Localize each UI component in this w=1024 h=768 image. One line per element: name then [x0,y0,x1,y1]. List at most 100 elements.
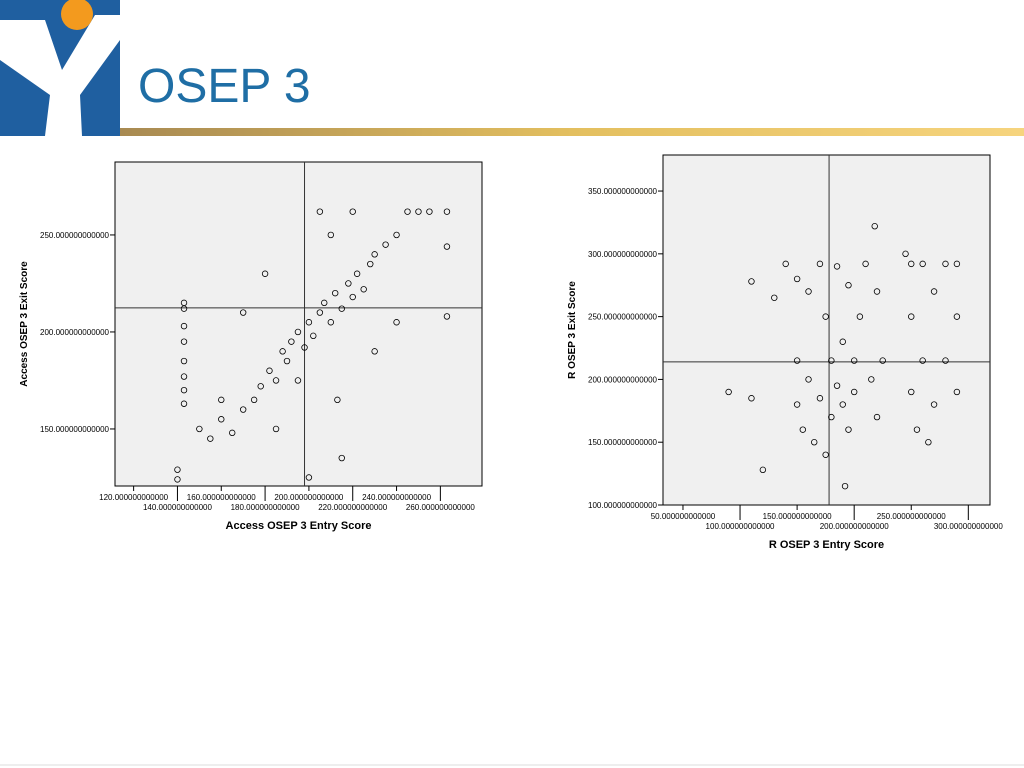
point [316,208,324,215]
point [415,208,422,215]
point [239,309,247,316]
point [793,357,801,364]
point [305,474,313,481]
point [833,263,841,270]
point [250,396,258,404]
y-tick-label: 250.000000000000 [40,231,110,240]
point [930,401,938,408]
point [793,275,801,283]
point [272,425,280,433]
point [338,454,345,462]
y-tick-label: 150.000000000000 [588,438,658,447]
point [822,313,829,320]
point [180,357,188,365]
point [862,260,869,268]
point [913,426,921,433]
point [257,383,264,390]
point [845,426,852,433]
point [908,388,915,396]
point [805,288,812,295]
point [272,377,280,384]
point [725,388,732,396]
point [816,260,824,268]
point [266,367,273,374]
x-tick-label: 300.000000000000 [934,522,1004,531]
x-tick-label: 140.000000000000 [143,503,213,512]
point [759,466,767,474]
point [180,322,188,330]
point [873,413,881,421]
y-axis-label: R OSEP 3 Exit Score [567,281,578,379]
plot-area [662,154,991,506]
point [828,357,835,364]
point [930,288,938,295]
header-band [120,128,1024,136]
x-tick-label: 150.000000000000 [763,512,833,521]
point [327,319,335,326]
x-tick-label: 260.000000000000 [406,503,476,512]
point [218,416,225,423]
point [805,376,812,383]
point [822,451,829,458]
point [799,426,807,433]
x-tick-label: 250.000000000000 [877,512,947,521]
point [371,251,378,258]
point [338,305,345,312]
y-tick-label: 350.000000000000 [588,187,658,196]
x-axis-label: Access OSEP 3 Entry Score [226,520,372,532]
point [393,319,400,326]
point [279,348,286,355]
point [426,208,433,215]
point [174,476,181,483]
point [833,382,841,389]
point [443,208,451,215]
point [404,208,411,215]
x-tick-label: 120.000000000000 [99,493,169,502]
point [180,373,188,380]
point [845,282,852,289]
point [748,395,755,402]
point [850,388,858,396]
point [953,260,961,268]
point [349,208,356,215]
point [294,377,302,384]
point [871,223,878,230]
y-tick-label: 150.000000000000 [40,425,110,434]
point [793,401,801,408]
point [180,338,188,345]
point [180,305,188,312]
point [839,338,846,345]
point [919,260,926,268]
point [180,400,188,407]
point [345,280,352,287]
y-tick-label: 100.000000000000 [588,501,658,510]
point [873,288,881,295]
point [382,241,389,248]
point [261,270,269,277]
point [908,260,915,268]
x-tick-label: 160.000000000000 [187,493,257,502]
point [942,357,949,364]
point [239,406,247,413]
x-tick-label: 180.000000000000 [231,503,301,512]
point [879,357,886,364]
point [868,376,875,383]
point [908,313,915,320]
point [748,278,755,285]
x-tick-label: 200.000000000000 [274,493,344,502]
x-tick-label: 200.000000000000 [820,522,890,531]
point [443,313,451,320]
x-tick-label: 240.000000000000 [362,493,432,502]
y-tick-label: 200.000000000000 [588,375,658,384]
x-tick-label: 220.000000000000 [318,503,388,512]
y-tick-label: 200.000000000000 [40,328,110,337]
point [919,357,926,364]
y-tick-label: 250.000000000000 [588,313,658,322]
point [349,293,356,301]
point [953,388,961,396]
point [294,328,302,336]
plot-area [114,161,483,487]
point [180,386,188,394]
point [953,313,961,320]
